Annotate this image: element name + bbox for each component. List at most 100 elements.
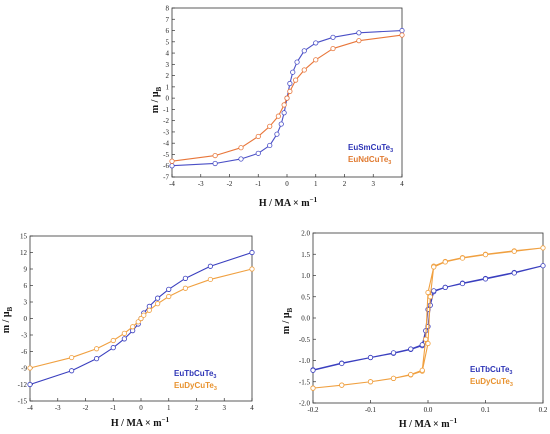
data-point: [166, 293, 172, 300]
y-tick-label: 0: [166, 95, 170, 103]
data-point: [238, 145, 244, 151]
y-tick-label: -3: [21, 332, 27, 340]
legend-entry-2: EuDyCuTe3: [470, 377, 513, 388]
data-point: [482, 276, 489, 282]
data-point: [356, 30, 362, 36]
y-tick-label: -3: [163, 128, 169, 136]
y-tick-label: 1.0: [301, 272, 310, 280]
data-point: [267, 142, 273, 149]
x-tick-label: -2: [83, 404, 89, 412]
data-point: [423, 336, 429, 342]
x-tick-label: 4: [250, 404, 254, 412]
x-tick-label: -1: [110, 404, 116, 412]
y-tick-label: 15: [20, 233, 28, 241]
plot-area: -4 -3 -2 -1 0 1 2 3 4 -7 -6 -5 -4 -3 -2 -1 0 1 2 3 4 5 6 7 8: [163, 5, 405, 188]
x-tick-label: -3: [55, 404, 61, 412]
y-tick-label: -2.0: [299, 400, 311, 408]
data-point: [121, 336, 127, 342]
legend-entry-2: EuDyCuTe3: [174, 381, 217, 392]
plot-area: -0.2 -0.1 0.0 0.1 0.2 -2.0 -1.5 -1.0 -0.5 0.0 0.5 1…: [299, 230, 548, 415]
y-tick-label: 0: [24, 315, 28, 323]
data-point: [130, 324, 136, 330]
x-tick-label: 1: [167, 404, 171, 412]
data-point: [155, 301, 161, 307]
y-tick-label: 6: [166, 27, 170, 35]
chart-top: -4 -3 -2 -1 0 1 2 3 4 -7 -6 -5 -4 -3 -2 -1 0 1 2 3 4 5 6 7 8 H /…: [150, 5, 405, 209]
y-tick-label: -1: [163, 106, 169, 114]
y-tick-label: -6: [21, 348, 27, 356]
data-point: [301, 67, 307, 73]
y-tick-label: 3: [24, 299, 28, 307]
data-point: [169, 158, 175, 164]
data-point: [427, 294, 433, 300]
x-tick-label: -0.2: [307, 406, 319, 414]
data-point: [356, 38, 362, 44]
data-point: [313, 40, 319, 46]
data-point: [146, 307, 152, 313]
x-tick-label: 1: [314, 180, 318, 188]
data-point: [482, 252, 489, 258]
x-tick-label: 0.0: [424, 406, 433, 414]
data-point: [69, 368, 75, 374]
chart-bottom-right: -0.2 -0.1 0.0 0.1 0.2 -2.0 -1.5 -1.0 -0.5 0.0 0.5 1…: [281, 230, 548, 431]
data-point: [281, 110, 287, 116]
data-point: [207, 276, 213, 283]
data-point: [138, 315, 144, 322]
data-point: [281, 102, 287, 108]
data-point: [169, 163, 175, 169]
y-tick-label: -7: [163, 174, 169, 182]
data-point: [442, 259, 448, 265]
y-tick-label: -2: [163, 117, 169, 125]
x-tick-label: -4: [169, 180, 175, 188]
data-point: [431, 288, 437, 294]
y-axis-label: m / μB: [150, 86, 163, 113]
data-point: [425, 340, 431, 347]
data-point: [330, 34, 336, 40]
data-point: [287, 80, 293, 87]
x-tick-label: -0.1: [365, 406, 377, 414]
x-axis-label: H / MA × m−1: [399, 417, 458, 430]
data-point: [399, 32, 405, 38]
x-tick-label: -4: [27, 404, 33, 412]
y-tick-label: -1.0: [299, 357, 311, 365]
x-axis-label: H / MA × m−1: [259, 196, 318, 209]
data-point: [155, 295, 161, 301]
legend-entry-1: EuSmCuTe3: [348, 143, 393, 154]
data-point: [249, 249, 255, 256]
data-point: [330, 45, 336, 52]
legend: EuTbCuTe3 EuDyCuTe3: [174, 369, 217, 392]
data-point: [367, 354, 374, 361]
data-point: [310, 367, 316, 373]
data-point: [166, 286, 172, 292]
data-point: [255, 150, 261, 156]
y-tick-label: 5: [166, 38, 170, 46]
y-tick-label: 3: [166, 61, 170, 69]
data-point: [207, 263, 213, 269]
data-point: [301, 48, 307, 54]
x-tick-label: 2: [343, 180, 347, 188]
y-tick-label: -6: [163, 162, 169, 170]
y-tick-label: 6: [24, 282, 28, 290]
y-tick-label: 1.5: [301, 251, 310, 259]
y-tick-label: -0.5: [299, 336, 311, 344]
y-tick-label: -9: [21, 365, 27, 373]
series-line-1: [312, 265, 544, 371]
x-tick-label: 0.1: [481, 406, 490, 414]
y-tick-label: 2: [166, 72, 170, 80]
legend-entry-1: EuTbCuTe3: [174, 369, 216, 380]
data-point: [94, 346, 100, 352]
x-axis-label: H / MA × m−1: [111, 416, 170, 429]
data-point: [294, 59, 300, 65]
legend: EuSmCuTe3 EuNdCuTe3: [348, 143, 393, 166]
y-tick-label: 4: [166, 50, 170, 58]
data-point: [419, 342, 425, 348]
data-point: [238, 156, 244, 162]
data-point: [182, 285, 188, 291]
x-tick-label: 3: [372, 180, 376, 188]
y-tick-label: 12: [20, 249, 28, 257]
y-tick-label: -5: [163, 151, 169, 159]
data-point: [27, 381, 33, 388]
data-point: [390, 350, 397, 356]
